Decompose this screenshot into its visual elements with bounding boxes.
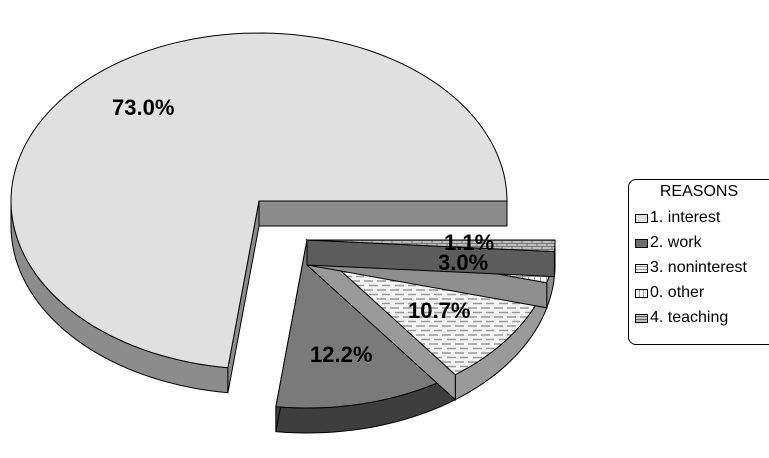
legend-item: 4. teaching (635, 307, 728, 329)
slice-value-label: 73.0% (112, 95, 174, 120)
legend-label: 3. noninterest (650, 259, 747, 276)
slice-value-label: 12.2% (310, 342, 372, 367)
legend-label: 0. other (650, 284, 705, 301)
legend-swatch (635, 313, 648, 323)
legend-label: 2. work (650, 234, 702, 251)
legend-label: 4. teaching (650, 309, 729, 326)
legend-swatch (635, 263, 648, 273)
legend-item: 2. work (635, 232, 702, 254)
legend-item: 3. noninterest (635, 257, 747, 279)
legend-item: 1. interest (635, 207, 720, 229)
legend-swatch (635, 288, 648, 298)
slice-value-label: 1.1% (444, 230, 494, 255)
slice-value-label: 10.7% (408, 298, 470, 323)
slice-value-label: 3.0% (438, 250, 488, 275)
legend-swatch (635, 213, 648, 223)
pie-slice-interest (10, 32, 508, 394)
legend-item: 0. other (635, 282, 704, 304)
legend-label: 1. interest (650, 209, 721, 226)
pie-slice-teaching (306, 239, 556, 278)
legend: REASONS 1. interest 2. work 3. noninterest… (628, 179, 769, 345)
legend-title: REASONS (659, 183, 739, 200)
legend-swatch (635, 238, 648, 248)
